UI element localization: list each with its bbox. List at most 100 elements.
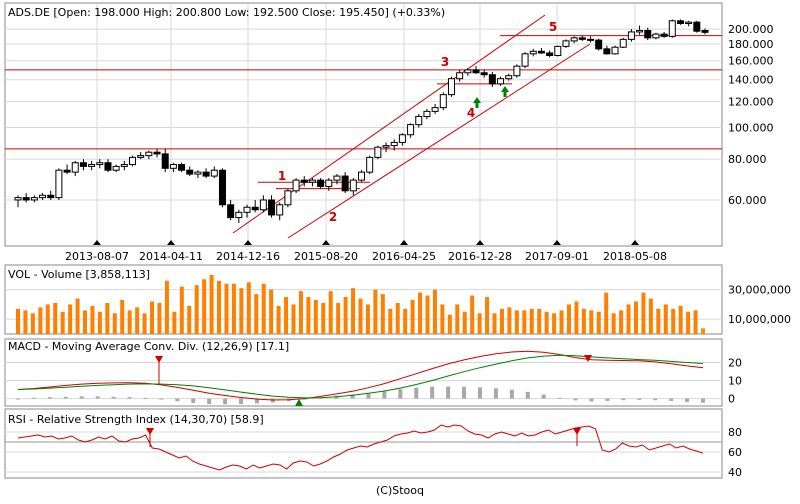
sell-signal-icon bbox=[584, 355, 592, 362]
volume-bar bbox=[418, 292, 423, 334]
candle-up bbox=[636, 29, 644, 33]
x-tick-triangle-icon bbox=[93, 240, 101, 245]
volume-bar bbox=[537, 308, 542, 334]
volume-bar bbox=[395, 302, 400, 334]
volume-bar bbox=[298, 291, 303, 334]
volume-bar bbox=[507, 307, 512, 334]
volume-bar bbox=[552, 313, 557, 334]
candle-down bbox=[161, 153, 169, 169]
volume-bar bbox=[127, 310, 132, 334]
candle-up bbox=[619, 38, 627, 48]
candle-up bbox=[447, 78, 455, 96]
candle-down bbox=[488, 74, 496, 85]
macd-histogram-bar bbox=[446, 386, 451, 399]
volume-bar bbox=[105, 302, 110, 334]
x-tick-triangle-icon bbox=[476, 240, 484, 245]
wave-marker-2: 2 bbox=[329, 210, 337, 224]
candle-up bbox=[129, 156, 136, 166]
candle-down bbox=[251, 206, 259, 211]
candle-up bbox=[554, 45, 562, 57]
candle-up bbox=[407, 124, 415, 136]
candle-up bbox=[210, 169, 218, 177]
volume-bar bbox=[75, 298, 80, 334]
volume-bar bbox=[499, 308, 504, 334]
candle-down bbox=[104, 162, 112, 171]
candle-down bbox=[472, 69, 480, 74]
x-tick-label: 2016-04-25 bbox=[372, 250, 436, 263]
volume-bar bbox=[269, 289, 274, 334]
volume-bar bbox=[313, 300, 318, 334]
macd-histogram-bar bbox=[430, 386, 435, 399]
candle-down bbox=[341, 175, 349, 192]
macd-histogram-bar bbox=[79, 396, 84, 399]
volume-bar bbox=[648, 298, 653, 334]
macd-histogram-bar bbox=[175, 398, 180, 402]
volume-bar bbox=[358, 298, 363, 334]
candle-down bbox=[227, 204, 235, 219]
copyright-footer: (C)Stooq bbox=[375, 484, 424, 497]
candle-up bbox=[235, 211, 243, 219]
volume-bar bbox=[60, 311, 65, 334]
price-y-tick-label: 120.000 bbox=[728, 96, 774, 109]
candle-up bbox=[529, 50, 537, 55]
macd-histogram-bar bbox=[350, 394, 355, 399]
volume-bar bbox=[596, 311, 601, 334]
volume-bar bbox=[83, 310, 88, 334]
macd-histogram-bar bbox=[589, 398, 594, 402]
price-y-tick-label: 180.000 bbox=[728, 38, 774, 51]
candle-up bbox=[325, 179, 333, 187]
volume-bar bbox=[16, 308, 20, 334]
candle-up bbox=[112, 165, 120, 171]
candle-down bbox=[317, 179, 325, 187]
candle-up bbox=[333, 175, 341, 181]
price-y-tick-label: 80.000 bbox=[728, 153, 767, 166]
candle-up bbox=[120, 164, 128, 167]
rsi-y-tick-label: 60 bbox=[728, 446, 742, 459]
macd-histogram-bar bbox=[477, 387, 482, 399]
volume-bar bbox=[425, 295, 430, 334]
volume-bar bbox=[246, 282, 251, 334]
macd-histogram-bar bbox=[525, 391, 530, 399]
macd-histogram-bar bbox=[47, 397, 52, 399]
volume-bar bbox=[559, 310, 564, 334]
candle-down bbox=[546, 52, 554, 57]
volume-bar bbox=[291, 304, 296, 334]
volume-bar bbox=[656, 308, 661, 334]
price-y-tick-label: 60.000 bbox=[728, 194, 767, 207]
candle-up bbox=[456, 72, 464, 80]
candle-up bbox=[71, 162, 79, 173]
x-tick-triangle-icon bbox=[322, 240, 330, 245]
price-y-tick-label: 200.000 bbox=[728, 23, 774, 36]
wave-marker-3: 3 bbox=[441, 55, 449, 69]
candle-up bbox=[627, 31, 635, 40]
macd-histogram-bar bbox=[414, 387, 419, 399]
volume-bar bbox=[373, 289, 378, 334]
volume-bar bbox=[663, 304, 668, 334]
x-tick-label: 2017-09-01 bbox=[525, 250, 589, 263]
x-tick-triangle-icon bbox=[400, 240, 408, 245]
macd-histogram-bar bbox=[254, 398, 259, 404]
macd-histogram-bar bbox=[223, 398, 228, 405]
volume-bar bbox=[261, 283, 266, 334]
sell-signal-icon bbox=[573, 428, 581, 435]
volume-bar bbox=[470, 295, 475, 334]
volume-bar bbox=[45, 304, 50, 334]
candle-down bbox=[218, 169, 226, 206]
candle-down bbox=[587, 38, 594, 41]
volume-bar bbox=[403, 308, 408, 334]
candle-up bbox=[358, 171, 365, 181]
macd-y-tick-label: 10 bbox=[728, 375, 742, 388]
candle-down bbox=[693, 21, 701, 32]
macd-histogram-bar bbox=[95, 396, 100, 399]
candle-down bbox=[644, 29, 652, 39]
volume-bar bbox=[120, 300, 125, 334]
candle-down bbox=[480, 72, 488, 76]
candle-up bbox=[259, 199, 267, 211]
volume-bar bbox=[477, 313, 482, 334]
volume-bar bbox=[544, 311, 549, 334]
volume-bar bbox=[671, 308, 676, 334]
macd-y-tick-label: 20 bbox=[728, 356, 742, 369]
volume-bar bbox=[112, 313, 117, 334]
candle-up bbox=[398, 134, 406, 143]
candle-up bbox=[390, 141, 398, 147]
